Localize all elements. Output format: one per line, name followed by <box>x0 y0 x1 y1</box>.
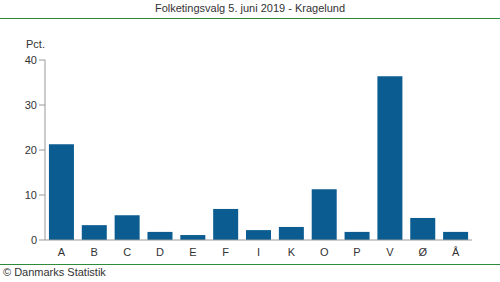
svg-text:Ø: Ø <box>418 246 427 258</box>
svg-text:Å: Å <box>452 246 460 258</box>
svg-text:B: B <box>91 246 98 258</box>
html-text:Folketingsvalg 5. juni 2019 -: Folketingsvalg 5. juni 2019 - Kragelund <box>154 2 346 14</box>
svg-text:I: I <box>257 246 260 258</box>
svg-text:E: E <box>189 246 196 258</box>
svg-text:K: K <box>288 246 296 258</box>
svg-text:C: C <box>123 246 131 258</box>
svg-text:A: A <box>58 246 66 258</box>
svg-text:V: V <box>386 246 394 258</box>
svg-text:0: 0 <box>31 234 37 246</box>
svg-text:20: 20 <box>25 144 37 156</box>
html-text:Pct.: Pct. <box>26 38 45 50</box>
html-text:© Danmarks Statistik: © Danmarks Statistik <box>3 266 106 278</box>
svg-text:P: P <box>353 246 360 258</box>
svg-text:30: 30 <box>25 99 37 111</box>
svg-text:40: 40 <box>25 54 37 66</box>
svg-text:D: D <box>156 246 164 258</box>
svg-text:F: F <box>222 246 229 258</box>
svg-text:O: O <box>320 246 329 258</box>
svg-text:10: 10 <box>25 189 37 201</box>
